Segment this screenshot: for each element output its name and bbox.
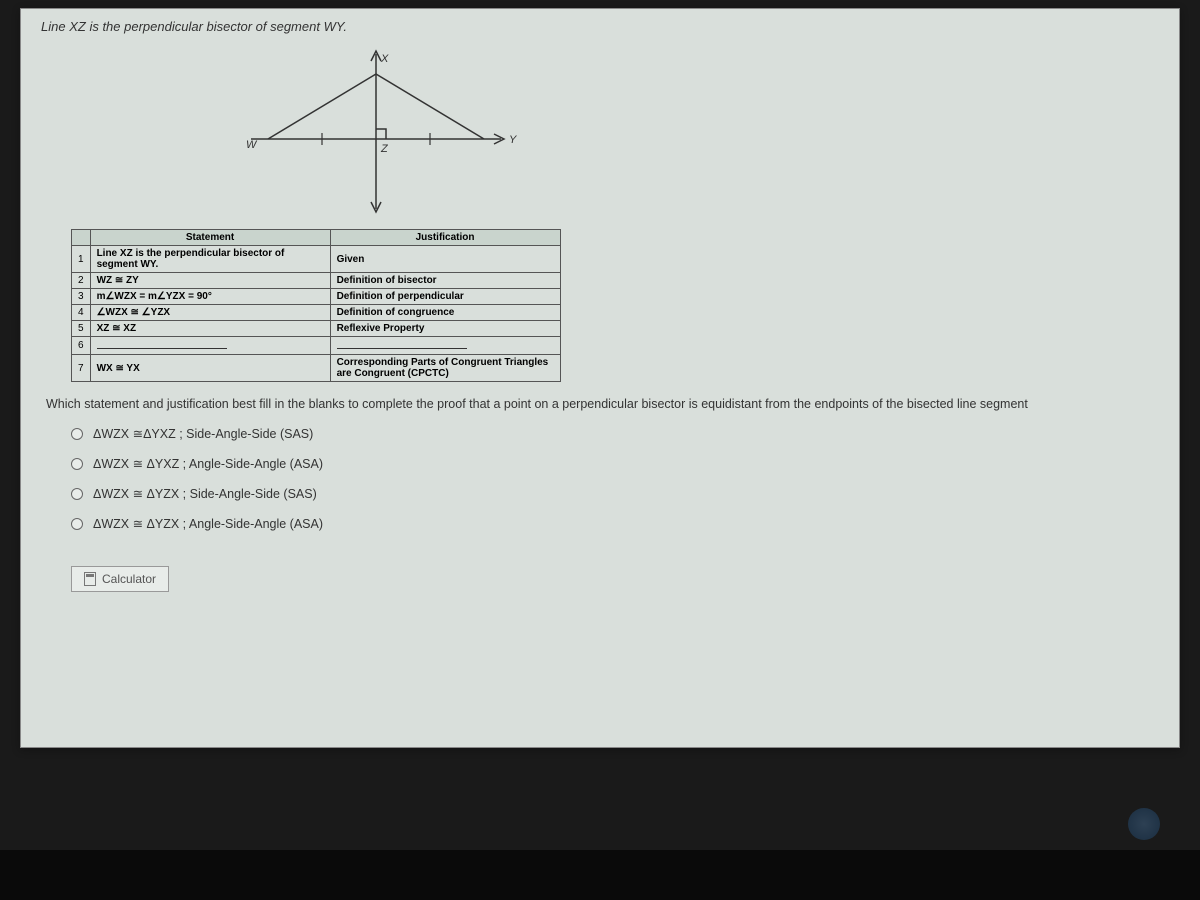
option-label: ΔWZX ≅ΔYXZ ; Side-Angle-Side (SAS): [93, 426, 313, 441]
row-num: 7: [72, 355, 91, 382]
table-header-row: Statement Justification: [72, 230, 561, 246]
answer-options: ΔWZX ≅ΔYXZ ; Side-Angle-Side (SAS) ΔWZX …: [71, 426, 1159, 531]
table-row: 1 Line XZ is the perpendicular bisector …: [72, 246, 561, 273]
statement-cell: Line XZ is the perpendicular bisector of…: [90, 246, 330, 273]
quiz-window: Line XZ is the perpendicular bisector of…: [20, 8, 1180, 748]
text: Line: [41, 19, 69, 34]
calculator-label: Calculator: [102, 572, 156, 586]
table-row: 2 WZ ≅ ZY Definition of bisector: [72, 273, 561, 289]
proof-table: Statement Justification 1 Line XZ is the…: [71, 229, 561, 382]
diagram-svg: W X Y Z: [221, 44, 541, 214]
radio-icon[interactable]: [71, 518, 83, 530]
hp-logo-icon: [1128, 808, 1160, 840]
row-num: 3: [72, 289, 91, 305]
option-label: ΔWZX ≅ ΔYZX ; Angle-Side-Angle (ASA): [93, 516, 323, 531]
problem-statement: Line XZ is the perpendicular bisector of…: [41, 19, 1159, 34]
option-label: ΔWZX ≅ ΔYZX ; Side-Angle-Side (SAS): [93, 486, 317, 501]
option-d[interactable]: ΔWZX ≅ ΔYZX ; Angle-Side-Angle (ASA): [71, 516, 1159, 531]
statement-cell: XZ ≅ XZ: [90, 321, 330, 337]
label-w: W: [246, 139, 258, 151]
statement-cell: m∠WZX = m∠YZX = 90°: [90, 289, 330, 305]
justification-cell: Corresponding Parts of Congruent Triangl…: [330, 355, 560, 382]
justification-blank: [330, 337, 560, 355]
calculator-icon: [84, 572, 96, 586]
justification-cell: Definition of perpendicular: [330, 289, 560, 305]
question-text: Which statement and justification best f…: [46, 397, 1159, 411]
radio-icon[interactable]: [71, 458, 83, 470]
label-x: X: [380, 53, 389, 65]
row-num: 2: [72, 273, 91, 289]
option-c[interactable]: ΔWZX ≅ ΔYZX ; Side-Angle-Side (SAS): [71, 486, 1159, 501]
option-b[interactable]: ΔWZX ≅ ΔYXZ ; Angle-Side-Angle (ASA): [71, 456, 1159, 471]
text: is the perpendicular bisector of segment: [86, 19, 324, 34]
statement-cell: WZ ≅ ZY: [90, 273, 330, 289]
row-num: 4: [72, 305, 91, 321]
justification-cell: Definition of bisector: [330, 273, 560, 289]
row-num: 6: [72, 337, 91, 355]
segment-wy: WY: [324, 19, 344, 34]
radio-icon[interactable]: [71, 428, 83, 440]
table-row: 3 m∠WZX = m∠YZX = 90° Definition of perp…: [72, 289, 561, 305]
option-a[interactable]: ΔWZX ≅ΔYXZ ; Side-Angle-Side (SAS): [71, 426, 1159, 441]
radio-icon[interactable]: [71, 488, 83, 500]
row-num: 1: [72, 246, 91, 273]
taskbar: [0, 850, 1200, 900]
table-row: 5 XZ ≅ XZ Reflexive Property: [72, 321, 561, 337]
justification-cell: Reflexive Property: [330, 321, 560, 337]
justification-cell: Definition of congruence: [330, 305, 560, 321]
table-row: 7 WX ≅ YX Corresponding Parts of Congrue…: [72, 355, 561, 382]
header-blank: [72, 230, 91, 246]
justification-cell: Given: [330, 246, 560, 273]
header-justification: Justification: [330, 230, 560, 246]
statement-cell: ∠WZX ≅ ∠YZX: [90, 305, 330, 321]
statement-blank: [90, 337, 330, 355]
header-statement: Statement: [90, 230, 330, 246]
row-num: 5: [72, 321, 91, 337]
table-row-blank: 6: [72, 337, 561, 355]
segment-xz: XZ: [69, 19, 86, 34]
label-y: Y: [509, 134, 517, 146]
label-z: Z: [380, 143, 389, 155]
text: .: [343, 19, 347, 34]
table-row: 4 ∠WZX ≅ ∠YZX Definition of congruence: [72, 305, 561, 321]
statement-cell: WX ≅ YX: [90, 355, 330, 382]
calculator-button[interactable]: Calculator: [71, 566, 169, 592]
triangle-diagram: W X Y Z: [221, 44, 541, 214]
option-label: ΔWZX ≅ ΔYXZ ; Angle-Side-Angle (ASA): [93, 456, 323, 471]
